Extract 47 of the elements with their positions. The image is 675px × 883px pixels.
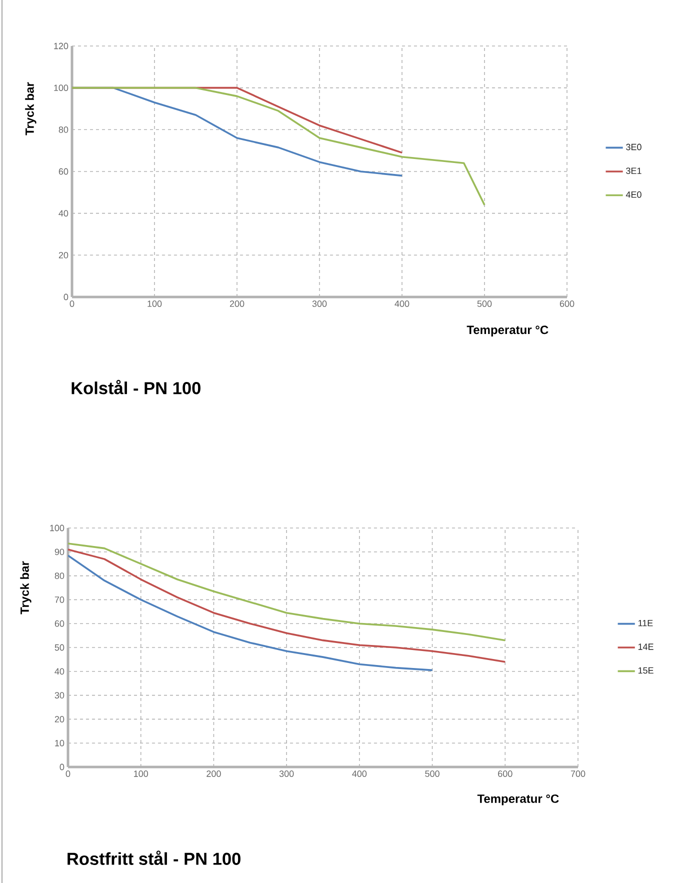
y-tick-label: 30 — [54, 692, 64, 698]
x-tick-label: 600 — [498, 770, 512, 777]
x-tick-label: 100 — [148, 300, 162, 307]
x-tick-label: 100 — [134, 770, 148, 777]
x-axis-title: Temperatur °C — [466, 326, 548, 336]
y-tick-label: 50 — [54, 644, 64, 651]
y-tick-label: 20 — [54, 716, 64, 722]
legend-label: 15E — [638, 667, 654, 674]
line-series — [68, 554, 434, 672]
x-axis-title: Temperatur °C — [477, 794, 559, 806]
x-tick-label: 500 — [425, 770, 440, 777]
legend-label: 4E0 — [626, 191, 642, 198]
x-tick-label: 500 — [477, 300, 492, 307]
y-tick-label: 80 — [54, 572, 64, 579]
y-tick-label: 10 — [55, 740, 64, 746]
text: Rostfritt stål - PN 100 — [68, 850, 240, 865]
y-tick-label: 100 — [50, 524, 64, 532]
legend-label: 14E — [638, 644, 654, 650]
x-tick-label: 300 — [279, 770, 294, 777]
y-tick-label: 40 — [58, 210, 68, 217]
x-tick-label: 0 — [70, 300, 74, 307]
y-tick-label: 100 — [54, 84, 68, 92]
y-axis-title: Tryck bar — [25, 82, 36, 136]
x-tick-label: 300 — [312, 300, 327, 307]
y-tick-label: 60 — [58, 168, 68, 175]
y-tick-label: 40 — [54, 668, 64, 675]
y-tick-label: 120 — [54, 42, 68, 50]
y-tick-label: 20 — [58, 252, 68, 258]
x-tick-label: 200 — [206, 770, 221, 777]
y-axis-title: Tryck bar — [20, 561, 32, 614]
legend-label: 3E1 — [626, 168, 642, 174]
y-tick-label: 90 — [54, 548, 64, 556]
y-tick-label: 60 — [54, 620, 64, 627]
x-tick-label: 400 — [352, 770, 367, 777]
text: Kolstål - PN 100 — [72, 380, 200, 394]
x-tick-label: 600 — [560, 300, 574, 307]
legend-label: 11E — [638, 620, 653, 626]
y-tick-label: 70 — [54, 596, 64, 603]
x-tick-label: 400 — [394, 300, 410, 307]
y-tick-label: 80 — [58, 126, 68, 133]
line-series — [72, 86, 486, 206]
x-tick-label: 700 — [570, 770, 586, 777]
line-series — [68, 548, 506, 663]
legend-label: 3E0 — [626, 144, 642, 150]
x-tick-label: 200 — [230, 300, 244, 307]
y-tick-label: 0 — [64, 294, 68, 300]
y-tick-label: 0 — [60, 764, 64, 770]
